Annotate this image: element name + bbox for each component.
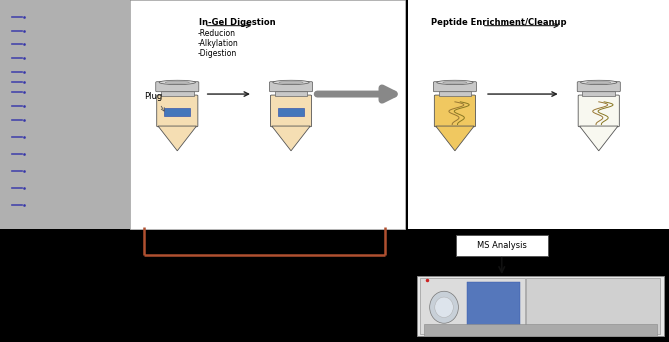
FancyBboxPatch shape xyxy=(526,278,660,334)
FancyBboxPatch shape xyxy=(278,108,304,116)
Bar xyxy=(130,0,405,229)
Ellipse shape xyxy=(273,80,309,84)
Text: Plug: Plug xyxy=(144,92,165,111)
Text: -Reducion: -Reducion xyxy=(197,29,235,38)
FancyBboxPatch shape xyxy=(270,95,312,127)
Bar xyxy=(161,91,193,96)
FancyBboxPatch shape xyxy=(270,82,312,92)
FancyBboxPatch shape xyxy=(164,108,191,116)
Bar xyxy=(439,91,471,96)
Text: MS Analysis: MS Analysis xyxy=(477,241,527,250)
FancyBboxPatch shape xyxy=(456,235,548,256)
Ellipse shape xyxy=(279,81,303,83)
Ellipse shape xyxy=(435,297,454,317)
Text: Peptide Enrichment/Cleanup: Peptide Enrichment/Cleanup xyxy=(431,18,566,27)
FancyBboxPatch shape xyxy=(467,282,520,327)
Bar xyxy=(0,0,130,229)
Text: In-Gel Digestion: In-Gel Digestion xyxy=(199,18,276,27)
Polygon shape xyxy=(579,126,618,151)
FancyBboxPatch shape xyxy=(577,82,620,92)
Ellipse shape xyxy=(437,80,473,84)
Ellipse shape xyxy=(165,81,189,83)
FancyBboxPatch shape xyxy=(157,95,198,127)
Bar xyxy=(408,0,669,229)
FancyBboxPatch shape xyxy=(424,324,658,336)
Bar xyxy=(275,91,307,96)
FancyBboxPatch shape xyxy=(420,278,525,334)
FancyBboxPatch shape xyxy=(417,276,664,336)
Text: -Alkylation: -Alkylation xyxy=(197,39,238,48)
Ellipse shape xyxy=(443,81,467,83)
FancyBboxPatch shape xyxy=(434,82,476,92)
FancyBboxPatch shape xyxy=(156,82,199,92)
Ellipse shape xyxy=(587,81,611,83)
Bar xyxy=(583,91,615,96)
Polygon shape xyxy=(272,126,310,151)
Ellipse shape xyxy=(429,291,458,323)
Ellipse shape xyxy=(581,80,617,84)
Polygon shape xyxy=(436,126,474,151)
Polygon shape xyxy=(158,126,197,151)
FancyBboxPatch shape xyxy=(578,95,619,127)
Ellipse shape xyxy=(159,80,195,84)
Text: -Digestion: -Digestion xyxy=(197,50,237,58)
FancyBboxPatch shape xyxy=(434,95,476,127)
